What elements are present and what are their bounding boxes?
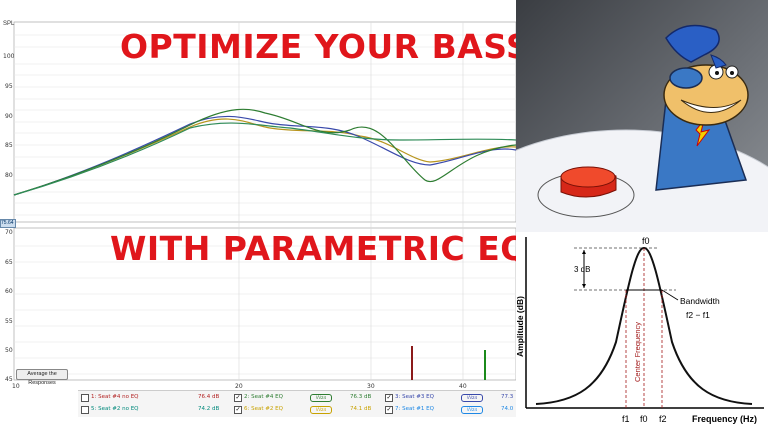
title-banner-line1: OPTIMIZE YOUR BASS [120,27,516,66]
bar-red [411,346,413,380]
cartoon-button-illustration [516,0,768,232]
bandwidth-formula: f2 − f1 [686,310,710,320]
graph-canvas [13,21,516,381]
legend-label: 5: Seat #2 no EQ [91,406,139,412]
checkbox-seat1-eq[interactable]: ✓ [385,406,393,414]
y-tick: 85 [5,142,13,149]
x-tick: 20 [235,383,243,390]
measurement-legend: 1: Seat #4 no EQ 76.4 dB ✓ 2: Seat #4 EQ… [78,390,516,417]
legend-label: 7: Seat #1 EQ [395,406,434,412]
smoothing-pill[interactable]: \/\/24 [461,406,483,414]
parametric-eq-diagram: Amplitude (dB) Frequency (Hz) 3 dB f0 Ce… [515,232,768,432]
legend-value: 74.2 dB [198,406,220,412]
legend-value: 76.4 dB [198,394,220,400]
center-frequency-label: Center Frequency [633,322,642,382]
title-banner-line2: WITH PARAMETRIC EQ [110,229,516,268]
diagram-y-label: Amplitude (dB) [516,296,525,357]
f2-label: f2 [659,414,667,424]
y-axis-label: SPL [3,21,15,27]
f0-label: f0 [640,414,648,424]
legend-value: 74.0 [501,406,514,412]
cartoon-scene [516,24,768,232]
rew-measurement-panel: SPL 100 95 90 85 80 75.64 70 65 60 55 50… [0,21,516,417]
legend-label: 1: Seat #4 no EQ [91,394,139,400]
checkbox-seat2-no-eq[interactable] [81,406,89,414]
x-tick: 40 [459,383,467,390]
diagram-x-label: Frequency (Hz) [692,414,757,424]
legend-label: 2: Seat #4 EQ [244,394,283,400]
y-tick: 55 [5,318,13,325]
glove-hand-icon [665,24,720,63]
legend-value: 76.3 dB [350,394,372,400]
y-tick: 50 [5,347,13,354]
bandwidth-label: Bandwidth [680,296,720,306]
y-tick: 80 [5,172,13,179]
x-tick: 10 [12,383,20,390]
peak-label: f0 [642,236,650,246]
y-tick: 45 [5,376,13,383]
y-tick: 65 [5,259,13,266]
y-tick: 60 [5,288,13,295]
legend-value: 74.1 dB [350,406,372,412]
checkbox-seat4-eq[interactable]: ✓ [234,394,242,402]
bar-green [484,350,486,380]
y-tick: 90 [5,113,13,120]
curve-seat4-eq [13,108,516,196]
y-tick: 100 [3,53,15,60]
checkbox-seat4-no-eq[interactable] [81,394,89,402]
smoothing-pill[interactable]: \/\/24 [310,394,332,402]
y-tick: 95 [5,83,13,90]
curve-seat4-no-eq [13,122,516,196]
average-responses-button[interactable]: Average the Responses [16,369,68,386]
legend-label: 3: Seat #3 EQ [395,394,434,400]
f1-label: f1 [622,414,630,424]
smoothing-pill[interactable]: \/\/24 [461,394,483,402]
x-tick: 30 [367,383,375,390]
checkbox-seat3-eq[interactable]: ✓ [385,394,393,402]
three-db-label: 3 dB [574,265,590,274]
cursor-value-readout: 75.64 [0,219,16,228]
curve-seat3-eq [13,115,516,196]
legend-value: 77.3 [501,394,514,400]
y-tick: 70 [5,229,13,236]
checkbox-seat2-eq[interactable]: ✓ [234,406,242,414]
grid-lines [14,34,516,375]
legend-label: 6: Seat #2 EQ [244,406,283,412]
bandwidth-diagram: Amplitude (dB) Frequency (Hz) 3 dB f0 Ce… [515,236,764,424]
smoothing-pill[interactable]: \/\/24 [310,406,332,414]
